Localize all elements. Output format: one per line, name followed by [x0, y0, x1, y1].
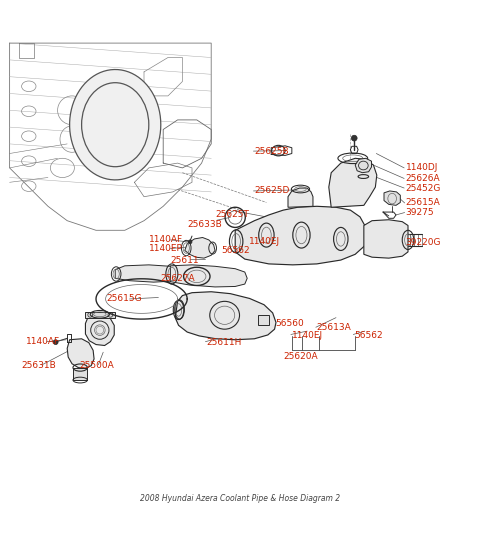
- Text: 25615A: 25615A: [406, 199, 440, 207]
- Text: 25613A: 25613A: [317, 323, 351, 332]
- Polygon shape: [185, 237, 215, 258]
- Text: 25631B: 25631B: [22, 361, 56, 370]
- Text: 1140DJ: 1140DJ: [406, 164, 438, 172]
- Text: 56562: 56562: [222, 246, 251, 255]
- Text: 39220G: 39220G: [406, 238, 441, 247]
- Text: 1140AF: 1140AF: [26, 337, 60, 346]
- Text: 25452G: 25452G: [406, 184, 441, 193]
- Polygon shape: [67, 339, 94, 369]
- Text: 1140EJ: 1140EJ: [292, 331, 323, 340]
- Polygon shape: [355, 158, 372, 173]
- Text: 25625D: 25625D: [254, 187, 290, 195]
- Polygon shape: [384, 191, 400, 205]
- Text: 1140EP: 1140EP: [149, 244, 183, 253]
- Text: 56562: 56562: [354, 331, 383, 340]
- Polygon shape: [85, 314, 114, 346]
- Polygon shape: [170, 265, 247, 287]
- Polygon shape: [70, 69, 161, 180]
- Text: 25627A: 25627A: [161, 274, 195, 283]
- Circle shape: [188, 240, 192, 244]
- Polygon shape: [85, 312, 115, 318]
- Text: 25611H: 25611H: [206, 338, 242, 347]
- Text: 25620A: 25620A: [283, 352, 318, 360]
- Bar: [258, 315, 269, 325]
- Text: 25633B: 25633B: [187, 219, 222, 229]
- Circle shape: [53, 340, 58, 345]
- Polygon shape: [235, 206, 365, 265]
- Text: 2008 Hyundai Azera Coolant Pipe & Hose Diagram 2: 2008 Hyundai Azera Coolant Pipe & Hose D…: [140, 494, 340, 503]
- Polygon shape: [115, 265, 177, 282]
- Text: 56560: 56560: [275, 319, 304, 328]
- Text: 39275: 39275: [406, 208, 434, 217]
- Polygon shape: [175, 292, 276, 340]
- Text: 25500A: 25500A: [79, 361, 114, 370]
- Text: 25626A: 25626A: [406, 174, 440, 183]
- Polygon shape: [364, 220, 408, 258]
- Text: 25625T: 25625T: [215, 211, 249, 219]
- Circle shape: [351, 135, 357, 141]
- Text: 1140EJ: 1140EJ: [249, 237, 280, 246]
- Text: 25615G: 25615G: [107, 294, 142, 304]
- Text: 1140AF: 1140AF: [149, 235, 183, 245]
- Polygon shape: [288, 188, 313, 207]
- Polygon shape: [73, 368, 87, 380]
- Text: 25611: 25611: [170, 256, 199, 265]
- Polygon shape: [329, 158, 377, 207]
- Text: 25625B: 25625B: [254, 147, 289, 155]
